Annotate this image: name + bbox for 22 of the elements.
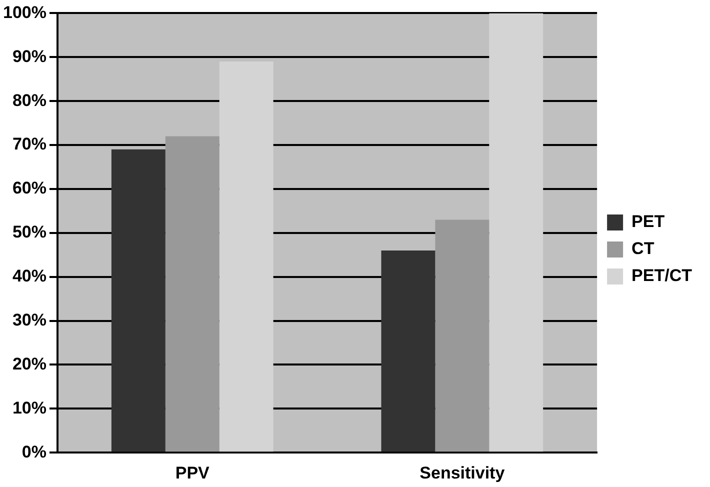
y-tick-label: 0% (22, 442, 46, 462)
y-tick-label: 70% (12, 134, 46, 154)
bar (381, 250, 436, 452)
y-tick-label: 30% (12, 310, 46, 330)
legend-label: PET/CT (632, 266, 693, 286)
legend-label: CT (632, 239, 655, 258)
bar (165, 136, 220, 452)
x-tick-label: Sensitivity (420, 463, 506, 482)
y-tick-label: 90% (12, 46, 46, 66)
y-tick-label: 50% (12, 222, 46, 242)
y-tick-label: 80% (12, 90, 46, 110)
bar (489, 13, 544, 452)
y-tick-label: 60% (12, 178, 46, 198)
y-tick-label: 10% (12, 398, 46, 418)
legend-label: PET (632, 212, 666, 232)
y-tick-label: 40% (12, 266, 46, 286)
y-tick-label: 100% (2, 2, 46, 22)
bar (435, 220, 490, 452)
y-tick-label: 20% (12, 354, 46, 374)
bar (219, 62, 274, 452)
bar (111, 149, 166, 452)
x-tick-label: PPV (175, 463, 210, 482)
